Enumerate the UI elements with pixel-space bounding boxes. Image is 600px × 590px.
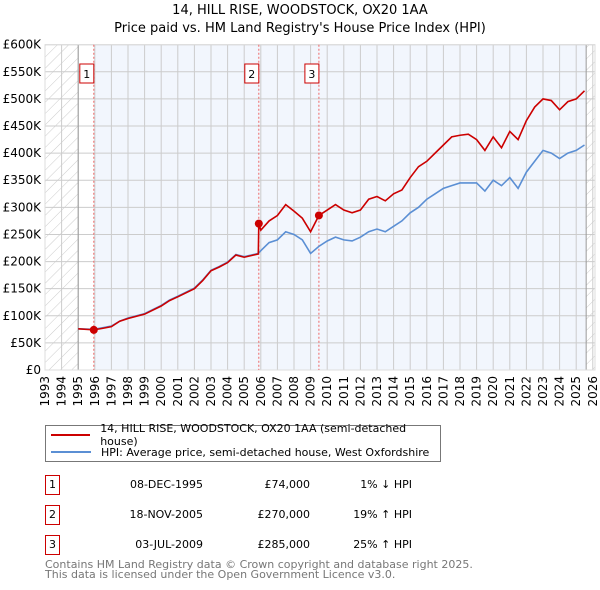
sale-point xyxy=(314,211,323,220)
legend-item-hpi: HPI: Average price, semi-detached house,… xyxy=(51,444,429,460)
x-tick-label: 2003 xyxy=(204,376,218,407)
legend: 14, HILL RISE, WOODSTOCK, OX20 1AA (semi… xyxy=(45,422,441,462)
x-tick-label: 2023 xyxy=(536,376,550,407)
red-line-swatch xyxy=(51,434,91,436)
sale-row: 3 03-JUL-2009 £285,000 25% ↑ HPI xyxy=(45,535,445,555)
y-tick-label: £450K xyxy=(3,119,43,133)
sale-number-badge: 2 xyxy=(45,505,60,525)
x-tick-label: 2016 xyxy=(420,376,434,407)
y-tick-label: £550K xyxy=(3,65,43,79)
legend-item-property: 14, HILL RISE, WOODSTOCK, OX20 1AA (semi… xyxy=(51,422,440,448)
x-tick-label: 2013 xyxy=(370,376,384,407)
sale-label: 1 xyxy=(83,68,90,81)
x-tick-label: 1998 xyxy=(121,376,135,407)
sale-label: 3 xyxy=(308,68,315,81)
sale-price: £285,000 xyxy=(257,538,311,551)
sale-number-badge: 3 xyxy=(45,535,60,555)
sale-hpi-diff: 1% ↓ HPI xyxy=(360,478,412,491)
x-tick-label: 2007 xyxy=(270,376,284,407)
y-tick-label: £600K xyxy=(3,38,43,52)
x-tick-label: 2008 xyxy=(287,376,301,407)
sale-hpi-diff: 25% ↑ HPI xyxy=(353,538,412,551)
x-tick-label: 2009 xyxy=(304,376,318,407)
x-tick-label: 2011 xyxy=(337,376,351,407)
sale-label-box xyxy=(304,63,320,84)
x-tick-label: 2001 xyxy=(171,376,185,407)
footer: Contains HM Land Registry data © Crown c… xyxy=(45,558,473,581)
sale-point xyxy=(254,219,263,228)
x-tick-label: 1997 xyxy=(104,376,118,407)
x-tick-label: 1999 xyxy=(138,376,152,407)
y-tick-label: £100K xyxy=(3,309,43,323)
x-tick-label: 2021 xyxy=(503,376,517,407)
sale-price: £74,000 xyxy=(264,478,311,491)
y-tick-label: £200K xyxy=(3,255,43,269)
chart-subtitle: Price paid vs. HM Land Registry's House … xyxy=(114,21,486,36)
copyright-text: Contains HM Land Registry data © Crown c… xyxy=(45,558,473,571)
x-tick-label: 2018 xyxy=(453,376,467,407)
sale-date: 03-JUL-2009 xyxy=(135,538,203,551)
price-chart: £0 £50K £100K £150K £200K £250K £300K £350K £400… xyxy=(3,38,600,407)
plot-frame xyxy=(44,44,596,371)
y-tick-label: £350K xyxy=(3,173,43,187)
x-tick-label: 2010 xyxy=(320,376,334,407)
sale-row: 2 18-NOV-2005 £270,000 19% ↑ HPI xyxy=(45,505,445,525)
x-tick-label: 2002 xyxy=(187,376,201,407)
x-tick-label: 2020 xyxy=(486,376,500,407)
x-tick-label: 2019 xyxy=(470,376,484,407)
y-tick-label: £50K xyxy=(10,336,42,350)
legend-label: HPI: Average price, semi-detached house,… xyxy=(101,445,430,459)
blue-line-swatch xyxy=(51,451,91,453)
licence-text: This data is licensed under the Open Gov… xyxy=(45,568,396,581)
sale-hpi-diff: 19% ↑ HPI xyxy=(353,508,412,521)
sale-label: 2 xyxy=(248,68,255,81)
x-tick-label: 2017 xyxy=(436,376,450,407)
sale-label-box xyxy=(244,63,260,84)
y-tick-label: £400K xyxy=(3,146,43,160)
x-tick-label: 2012 xyxy=(353,376,367,407)
property-series-line xyxy=(78,90,586,331)
x-tick-label: 1995 xyxy=(71,376,85,407)
sale-date: 18-NOV-2005 xyxy=(129,508,203,521)
sale-point xyxy=(89,325,98,334)
x-tick-label: 1996 xyxy=(88,376,102,407)
y-tick-label: £500K xyxy=(3,92,43,106)
x-tick-label: 2022 xyxy=(519,376,533,407)
x-tick-label: 2015 xyxy=(403,376,417,407)
x-tick-label: 2025 xyxy=(569,376,583,407)
x-tick-label: 2014 xyxy=(387,376,401,407)
legend-label: 14, HILL RISE, WOODSTOCK, OX20 1AA (semi… xyxy=(100,422,407,448)
y-tick-label: £0 xyxy=(26,363,41,377)
y-tick-label: £300K xyxy=(3,200,43,214)
y-tick-label: £250K xyxy=(3,227,43,241)
x-tick-label: 2005 xyxy=(237,376,251,407)
y-tick-label: £150K xyxy=(3,282,43,296)
sale-row: 1 08-DEC-1995 £74,000 1% ↓ HPI xyxy=(45,475,445,495)
x-tick-label: 2000 xyxy=(154,376,168,407)
x-tick-label: 2024 xyxy=(553,376,567,407)
x-tick-label: 2004 xyxy=(221,376,235,407)
chart-title: 14, HILL RISE, WOODSTOCK, OX20 1AA xyxy=(172,3,428,18)
x-tick-label: 1993 xyxy=(38,376,52,407)
sale-number-badge: 1 xyxy=(45,475,60,495)
sale-date: 08-DEC-1995 xyxy=(129,478,203,491)
x-tick-label: 2006 xyxy=(254,376,268,407)
sale-label-box xyxy=(79,63,95,84)
x-tick-label: 1994 xyxy=(55,376,69,407)
sale-price: £270,000 xyxy=(257,508,311,521)
x-tick-label: 2026 xyxy=(586,376,600,407)
